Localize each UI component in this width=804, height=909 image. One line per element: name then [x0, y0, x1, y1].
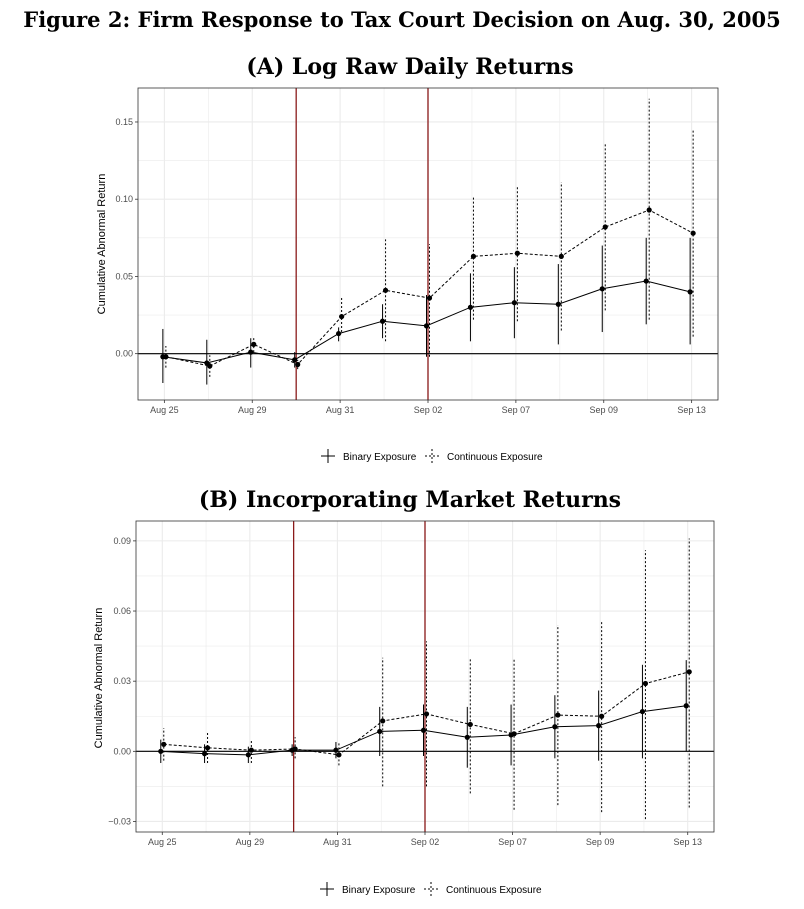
data-point [602, 224, 608, 230]
data-point [646, 207, 652, 213]
data-point [423, 323, 430, 329]
y-tick-label: −0.03 [108, 816, 131, 826]
y-tick-label: 0.03 [113, 676, 131, 686]
data-point [643, 278, 649, 284]
data-point [382, 287, 389, 293]
data-point [248, 747, 254, 753]
x-tick-label: Sep 09 [586, 837, 615, 847]
panel-a: (A) Log Raw Daily Returns Cumulative Abn… [96, 54, 719, 463]
data-point [464, 734, 470, 740]
data-point [642, 680, 649, 687]
y-tick-label: 0.06 [113, 606, 131, 616]
panel-a-title: (A) Log Raw Daily Returns [246, 54, 573, 80]
series-binary [158, 660, 689, 768]
legend-continuous-label: Continuous Exposure [446, 885, 542, 896]
x-tick-label: Aug 31 [323, 837, 352, 847]
x-tick-label: Aug 31 [326, 405, 355, 415]
data-point [201, 751, 208, 757]
x-tick-label: Sep 09 [589, 405, 618, 415]
y-tick-label: 0.05 [115, 271, 133, 281]
panel-b: (B) Incorporating Market Returns Cumulat… [93, 487, 715, 896]
data-point [161, 741, 167, 747]
data-point [158, 748, 164, 754]
panel-b-plot: −0.03 0.00 0.03 0.06 0.09 Aug 25 Aug 29 Aug 31 S… [108, 520, 715, 847]
panel-b-title: (B) Incorporating Market Returns [199, 487, 621, 513]
data-point [379, 318, 386, 324]
data-point [163, 354, 169, 360]
data-point [514, 250, 520, 256]
x-tick-label: Sep 13 [673, 837, 702, 847]
data-point [511, 300, 517, 306]
series-binary [160, 237, 693, 385]
data-point [511, 731, 517, 737]
panel-b-legend: Binary Exposure Continuous Exposure [320, 882, 542, 896]
x-tick-label: Sep 02 [411, 837, 440, 847]
data-point [467, 721, 473, 728]
data-point [336, 752, 342, 758]
y-tick-label: 0.15 [115, 117, 133, 127]
legend-binary-label: Binary Exposure [342, 885, 416, 896]
data-point [207, 363, 213, 369]
legend-binary-label: Binary Exposure [343, 452, 417, 463]
data-point [295, 361, 301, 368]
data-point [687, 289, 693, 295]
data-point [292, 746, 298, 752]
data-point [552, 724, 558, 730]
data-point [248, 349, 254, 355]
panel-a-plot: 0.00 0.05 0.10 0.15 Aug 25 Aug 29 Aug 31 Sep 02… [115, 87, 719, 415]
data-point [380, 718, 386, 724]
data-point [292, 357, 298, 363]
data-point [420, 727, 427, 733]
data-point [596, 723, 602, 729]
x-tick-label: Aug 25 [150, 405, 179, 415]
panel-a-y-axis-label: Cumulative Abnormal Return [96, 174, 108, 315]
legend-continuous-label: Continuous Exposure [447, 452, 543, 463]
x-tick-label: Aug 29 [236, 837, 265, 847]
x-tick-label: Sep 07 [498, 837, 527, 847]
figure-title: Figure 2: Firm Response to Tax Court Dec… [23, 7, 780, 32]
data-point [245, 752, 251, 758]
data-point [555, 301, 561, 307]
data-point [204, 745, 211, 751]
data-point [683, 703, 689, 709]
data-point [555, 712, 561, 718]
x-tick-label: Sep 07 [502, 405, 531, 415]
data-point [558, 253, 564, 259]
data-point [599, 286, 605, 292]
data-point [690, 230, 696, 236]
x-tick-label: Sep 02 [414, 405, 443, 415]
y-tick-label: 0.10 [115, 194, 133, 204]
y-tick-label: 0.00 [115, 349, 133, 359]
data-point [251, 341, 257, 347]
y-tick-label: 0.09 [113, 536, 131, 546]
data-point [686, 669, 692, 675]
x-tick-label: Aug 25 [148, 837, 177, 847]
data-point [470, 253, 477, 259]
data-point [339, 313, 345, 320]
data-point [599, 713, 605, 719]
y-tick-label: 0.00 [113, 746, 131, 756]
x-tick-label: Aug 29 [238, 405, 267, 415]
data-point [467, 304, 474, 310]
x-tick-label: Sep 13 [677, 405, 706, 415]
data-point [377, 728, 383, 735]
data-point [336, 330, 342, 337]
series-continuous [161, 538, 692, 820]
data-point [639, 708, 646, 715]
panel-a-legend: Binary Exposure Continuous Exposure [321, 449, 543, 463]
panel-b-y-axis-label: Cumulative Abnormal Return [93, 608, 105, 749]
series-continuous [163, 98, 696, 377]
data-point [333, 747, 339, 753]
data-point [426, 295, 433, 301]
data-point [423, 711, 430, 717]
